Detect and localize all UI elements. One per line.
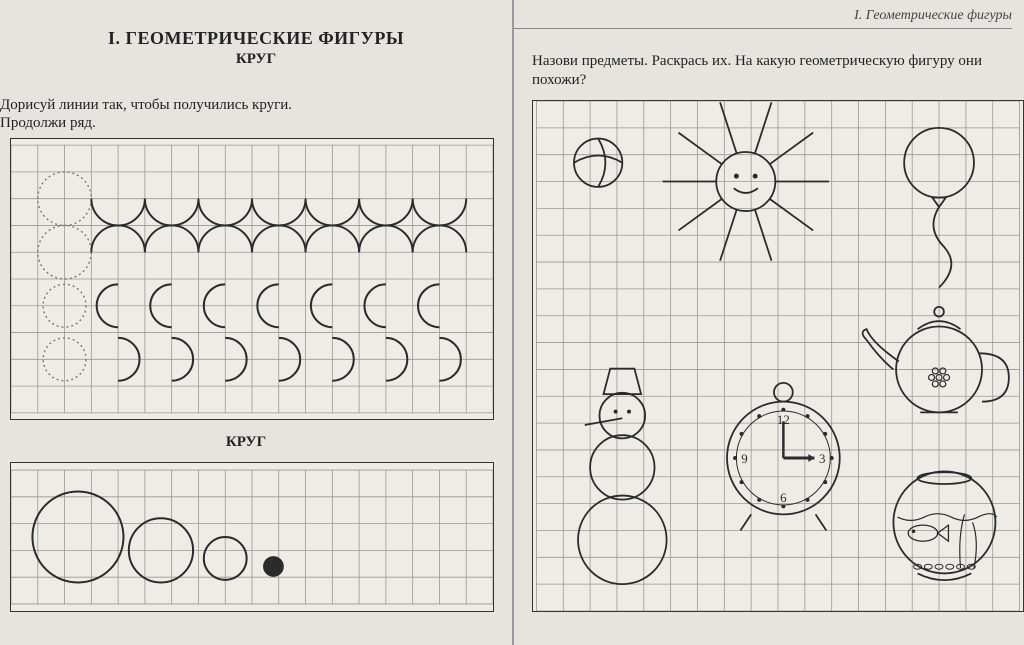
exercise-grid-1 [10, 138, 494, 420]
svg-text:9: 9 [741, 451, 747, 466]
page-right: I. Геометрические фигуры Назови предметы… [514, 0, 1024, 645]
instruction-right: Назови предметы. Раскрась их. На какую г… [532, 52, 1012, 90]
exercise-grid-3: 12369 [532, 100, 1024, 612]
svg-text:3: 3 [819, 451, 825, 466]
chapter-subtitle: КРУГ [0, 51, 512, 68]
subtitle-2: КРУГ [0, 434, 492, 451]
instruction-line-1: Дорисуй линии так, чтобы получились круг… [0, 96, 292, 115]
svg-text:6: 6 [780, 490, 787, 505]
page-left: I. ГЕОМЕТРИЧЕСКИЕ ФИГУРЫ КРУГ Дорисуй ли… [0, 0, 514, 645]
exercise-grid-2 [10, 462, 494, 612]
title-block: I. ГЕОМЕТРИЧЕСКИЕ ФИГУРЫ КРУГ [0, 28, 512, 68]
running-header: I. Геометрические фигуры [514, 8, 1012, 29]
chapter-title: I. ГЕОМЕТРИЧЕСКИЕ ФИГУРЫ [0, 28, 512, 49]
instruction-line-2: Продолжи ряд. [0, 114, 96, 133]
